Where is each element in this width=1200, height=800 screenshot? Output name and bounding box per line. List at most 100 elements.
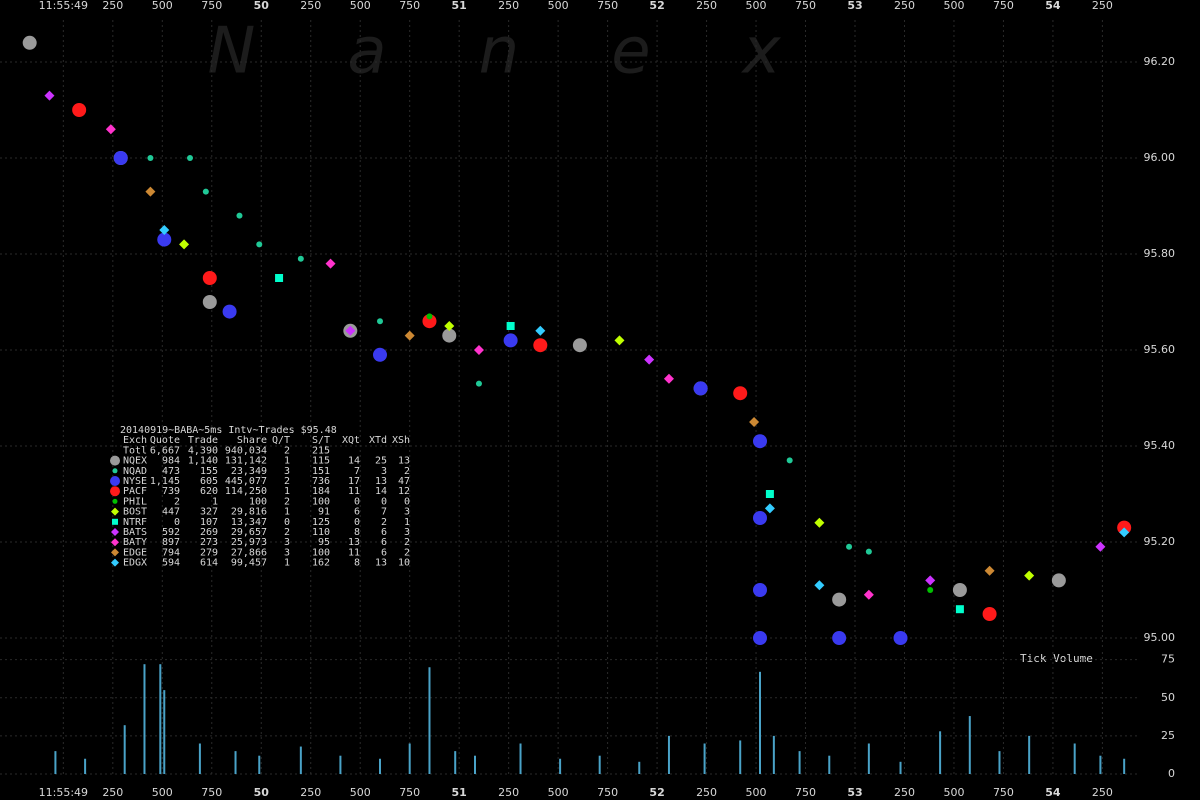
table-cell: 151 <box>312 466 330 477</box>
table-cell: 0 <box>404 496 410 507</box>
legend-marker <box>112 518 118 525</box>
table-cell: 47 <box>398 476 410 487</box>
table-cell: 29,816 <box>231 507 267 518</box>
trade-marker <box>535 325 546 336</box>
volume-bar <box>703 743 706 774</box>
x-tick-label: 51 <box>452 0 467 12</box>
volume-bar <box>123 725 126 774</box>
x-tick-label: 500 <box>548 786 569 799</box>
table-cell: 736 <box>312 476 330 487</box>
table-cell: 12 <box>398 486 410 497</box>
trade-marker <box>984 565 995 576</box>
table-cell: 1 <box>284 507 290 518</box>
trade-marker <box>113 151 128 165</box>
volume-bar <box>234 751 237 774</box>
table-cell: 14 <box>375 486 387 497</box>
table-cell: 3 <box>284 537 290 548</box>
trade-marker <box>275 274 284 282</box>
x-tick-label: 53 <box>847 786 862 799</box>
trade-marker <box>863 589 874 600</box>
table-header: XSh <box>392 435 410 446</box>
volume-bar <box>598 755 601 774</box>
x-tick-label: 500 <box>152 0 173 12</box>
table-cell: 2 <box>404 466 410 477</box>
trade-marker <box>179 239 190 250</box>
trade-marker <box>955 605 964 614</box>
trade-marker <box>506 322 515 330</box>
trade-marker <box>832 631 847 645</box>
table-cell: 25 <box>375 456 387 467</box>
table-cell: 4,390 <box>188 445 218 456</box>
legend-label: PHIL <box>123 496 147 507</box>
trade-marker <box>765 490 774 498</box>
table-cell: 473 <box>162 466 180 477</box>
volume-bar <box>559 758 562 774</box>
trade-marker <box>927 587 934 593</box>
table-cell: 6,667 <box>150 445 180 456</box>
table-cell: 91 <box>318 507 330 518</box>
volume-bar <box>867 743 870 774</box>
volume-bar <box>899 761 902 774</box>
table-cell: 0 <box>354 517 360 528</box>
legend-label: EDGX <box>123 558 147 569</box>
legend-label: NQEX <box>123 456 147 467</box>
legend-marker <box>110 476 120 486</box>
trade-marker <box>764 503 775 514</box>
table-header: Trade <box>188 435 218 446</box>
volume-bar <box>828 755 831 774</box>
trade-marker <box>426 313 433 320</box>
y-tick-label: 96.00 <box>1144 151 1176 164</box>
table-cell: 6 <box>354 507 360 518</box>
table-cell: 279 <box>200 547 218 558</box>
x-tick-label: 500 <box>350 0 371 12</box>
table-cell: 2 <box>284 476 290 487</box>
legend-label: NTRF <box>123 517 147 528</box>
table-cell: 1 <box>404 517 410 528</box>
y-tick-label: 95.80 <box>1144 247 1176 260</box>
table-cell: 11 <box>348 547 360 558</box>
trade-marker <box>733 386 748 401</box>
table-header: S/T <box>312 435 330 446</box>
volume-bar <box>968 716 971 774</box>
volume-bar <box>772 735 775 774</box>
table-title: 20140919~BABA~5ms Intv~Trades $95.48 <box>120 425 337 436</box>
table-cell: 2 <box>284 527 290 538</box>
trade-marker <box>72 103 87 117</box>
x-tick-label: 750 <box>993 786 1014 799</box>
trade-marker <box>202 271 217 285</box>
table-cell: 110 <box>312 527 330 538</box>
volume-bar <box>408 743 411 774</box>
table-cell: 29,657 <box>231 527 267 538</box>
legend-label: BATS <box>123 527 147 538</box>
x-tick-label: 500 <box>548 0 569 12</box>
volume-bar <box>667 735 670 774</box>
volume-bar <box>54 751 57 774</box>
trade-marker <box>952 583 967 597</box>
table-cell: 13,347 <box>231 517 267 528</box>
table-cell: 2 <box>284 496 290 507</box>
table-header: Exch <box>123 435 147 446</box>
legend-marker <box>112 498 118 504</box>
x-tick-label: 250 <box>300 786 321 799</box>
trade-marker <box>377 318 383 325</box>
trade-marker <box>297 255 304 262</box>
table-cell: 10 <box>398 558 410 569</box>
x-tick-label: 500 <box>746 786 767 799</box>
volume-bar <box>519 743 522 774</box>
trade-marker <box>147 155 154 161</box>
table-cell: 273 <box>200 537 218 548</box>
trade-marker <box>159 225 170 235</box>
trade-marker <box>753 511 767 525</box>
table-cell: 0 <box>381 496 387 507</box>
volume-bar <box>759 671 761 774</box>
trade-marker <box>1095 541 1106 552</box>
table-cell: 1,145 <box>150 476 180 487</box>
x-tick-label: 250 <box>498 0 519 12</box>
trade-marker <box>663 373 674 384</box>
volume-bar <box>84 758 87 774</box>
table-cell: 25,973 <box>231 537 267 548</box>
trade-marker <box>753 583 767 597</box>
legend-marker <box>111 538 119 547</box>
y-tick-label: 50 <box>1161 691 1175 704</box>
